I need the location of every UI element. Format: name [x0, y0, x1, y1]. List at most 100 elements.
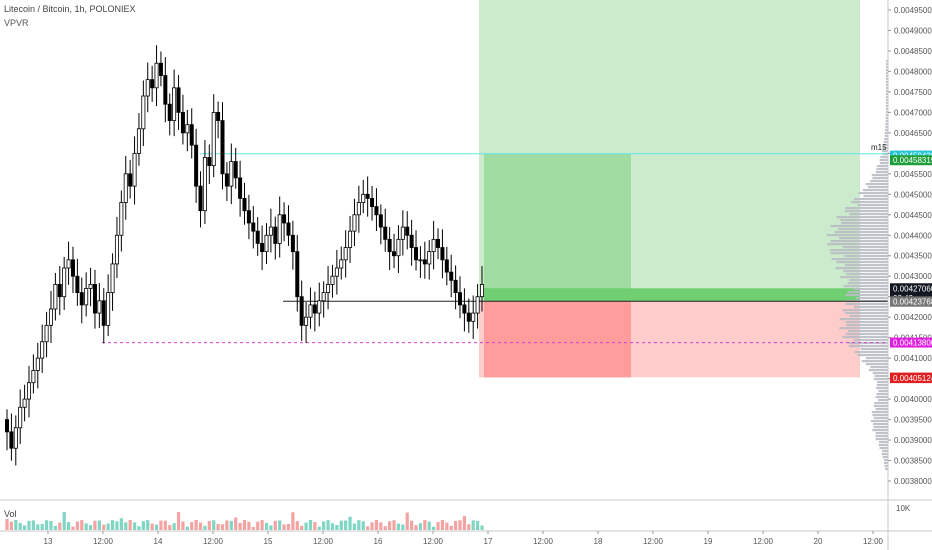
vpvr-bar	[836, 261, 888, 264]
vpvr-bar	[884, 138, 888, 141]
volume-bar	[467, 524, 471, 530]
vpvr-bar	[884, 465, 888, 468]
vpvr-bar	[836, 216, 888, 219]
vpvr-bar	[879, 441, 888, 444]
vpvr-bar	[861, 360, 888, 363]
candle-body	[62, 267, 67, 298]
volume-bar	[80, 520, 84, 530]
vpvr-bar	[885, 60, 888, 63]
candle-body	[383, 226, 388, 240]
vpvr-bar	[873, 417, 888, 420]
volume-bar	[62, 512, 66, 530]
vpvr-indicator-label[interactable]: VPVR	[4, 18, 29, 28]
vpvr-bar	[885, 468, 888, 471]
volume-bar	[102, 524, 106, 530]
vpvr-bar	[843, 270, 888, 273]
candle-body	[79, 292, 84, 306]
candle-body	[453, 279, 458, 294]
volume-bar	[291, 512, 295, 530]
vpvr-bar	[885, 63, 888, 66]
volume-bar	[313, 522, 317, 530]
candle-body	[348, 230, 353, 248]
vpvr-bar	[848, 330, 888, 333]
volume-bar	[44, 520, 49, 530]
vpvr-bar	[849, 315, 888, 318]
volume-bar	[423, 520, 427, 530]
candle-body	[167, 103, 172, 121]
vpvr-bar	[872, 177, 888, 180]
volume-bar	[322, 521, 326, 530]
volume-bar	[304, 522, 308, 530]
volume-bar	[361, 521, 365, 530]
vpvr-bar	[873, 405, 888, 408]
candle-body	[163, 75, 168, 105]
volume-profile	[826, 60, 888, 471]
vpvr-bar	[842, 309, 888, 312]
vpvr-bar	[851, 201, 888, 204]
vpvr-bar	[884, 132, 888, 135]
candle-body	[18, 406, 23, 429]
vpvr-bar	[881, 453, 888, 456]
vpvr-bar	[839, 237, 888, 240]
vpvr-bar	[830, 225, 888, 228]
candle-body	[75, 275, 80, 293]
volume-bar	[234, 517, 238, 530]
volume-bar	[27, 520, 31, 530]
volume-bar	[335, 525, 339, 530]
volume-bar	[225, 520, 229, 530]
candle-body	[400, 226, 405, 240]
vpvr-bar	[848, 345, 888, 348]
volume-bar	[9, 521, 13, 530]
candle-body	[282, 214, 287, 224]
volume-bar	[383, 526, 387, 530]
x-tick-label: 12:00	[863, 537, 884, 546]
vpvr-bar	[878, 390, 888, 393]
vpvr-bar	[854, 198, 888, 201]
vpvr-bar	[839, 318, 888, 321]
vpvr-bar	[834, 231, 888, 234]
candle-body	[418, 259, 423, 262]
candle-body	[277, 214, 282, 244]
volume-bar	[454, 521, 458, 530]
candle-body	[466, 312, 471, 322]
candle-body	[449, 271, 454, 281]
volume-bar	[374, 520, 379, 530]
candle-body	[436, 238, 441, 248]
volume-bar	[308, 520, 313, 530]
candle-body	[233, 161, 238, 179]
x-tick-label: 14	[154, 537, 163, 546]
candle-body	[136, 128, 141, 154]
candle-body	[339, 259, 344, 269]
volume-bar	[22, 525, 27, 530]
volume-bar	[216, 523, 220, 530]
volume-tick-label: 10K	[896, 504, 911, 513]
volume-bar	[388, 521, 392, 530]
volume-bar	[150, 523, 154, 530]
volume-bar	[119, 518, 123, 530]
vpvr-bar	[857, 354, 888, 357]
candle-body	[317, 300, 322, 314]
price-badge-label: 0.00458319	[893, 156, 932, 165]
candle-body	[356, 202, 361, 216]
candle-body	[409, 234, 414, 248]
vpvr-bar	[885, 96, 888, 99]
candle-body	[299, 296, 304, 326]
volume-bar	[194, 520, 198, 530]
candle-body	[53, 284, 58, 310]
volume-bar	[115, 521, 119, 530]
volume-bar	[49, 521, 53, 530]
vpvr-bar	[841, 222, 888, 225]
volume-bar	[31, 520, 35, 530]
x-tick-label: 20	[814, 537, 823, 546]
vpvr-bar	[885, 75, 888, 78]
volume-bar	[53, 525, 57, 530]
candle-body	[97, 300, 102, 314]
volume-bar	[40, 523, 44, 530]
candle-body	[198, 185, 203, 212]
price-badge	[890, 337, 932, 348]
vpvr-bar	[884, 135, 888, 138]
volume-bar	[458, 520, 462, 530]
